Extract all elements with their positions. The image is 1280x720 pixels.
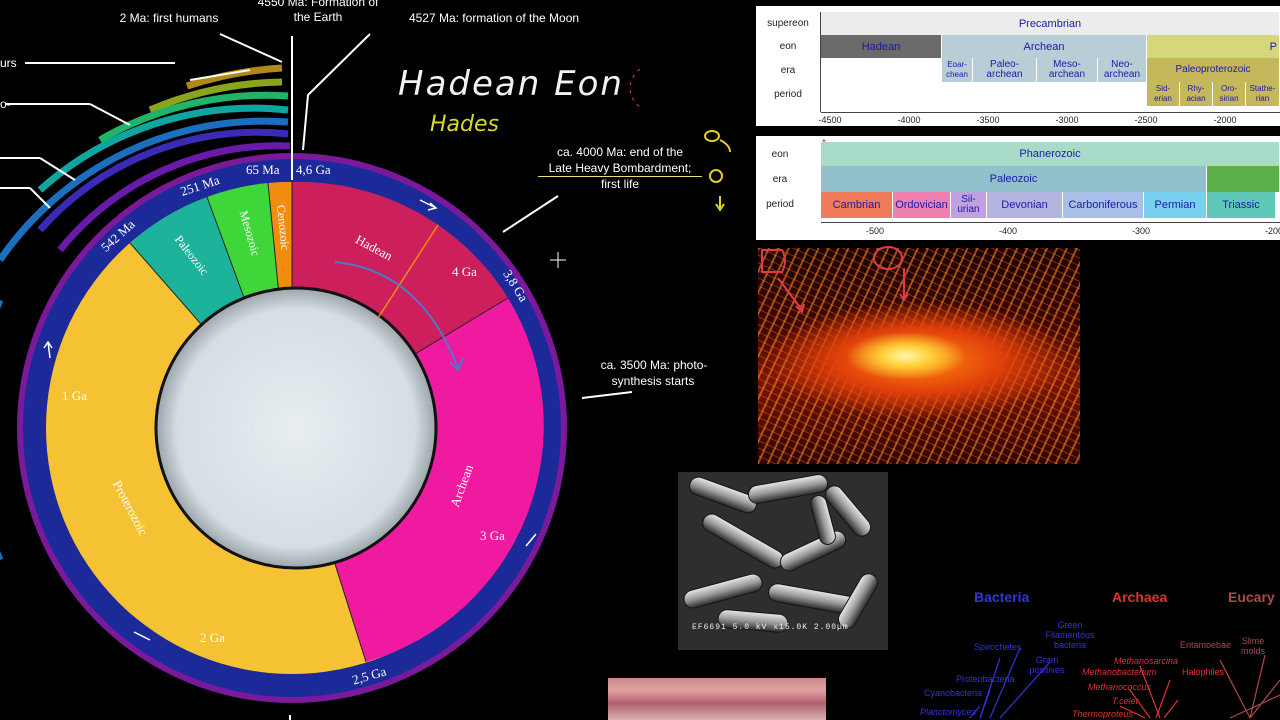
period-rhyacian: Rhy- acian bbox=[1180, 82, 1213, 106]
axis-tick: -2000 bbox=[1213, 115, 1237, 125]
row-label-period: period bbox=[766, 199, 794, 210]
eon-arcs bbox=[0, 64, 291, 560]
era-mesoarchean: Meso- archean bbox=[1037, 58, 1098, 82]
callout-photosynthesis-1: ca. 3500 Ma: photo- bbox=[600, 358, 708, 372]
tree-proteobacteria: Proteobacteria bbox=[956, 674, 1015, 684]
tree-slime-molds: Slime molds bbox=[1240, 636, 1265, 656]
callout-bombardment-2: Late Heavy Bombardment; bbox=[548, 161, 692, 175]
axis-bottom bbox=[821, 222, 1280, 223]
row-label-supereon: supereon bbox=[767, 18, 809, 29]
supereon-precambrian: Precambrian bbox=[821, 12, 1280, 35]
tick-1ga: 1 Ga bbox=[62, 388, 87, 403]
tree-halophiles: Halophiles bbox=[1182, 667, 1225, 677]
axis-tick: -4500 bbox=[818, 115, 842, 125]
axis-tick: -400 bbox=[998, 226, 1018, 236]
tick-2ga: 2 Ga bbox=[200, 630, 225, 645]
period-siderian: Sid- erian bbox=[1147, 82, 1180, 106]
tree-spirochetes: Spirochetes bbox=[974, 642, 1022, 652]
axis-tick: -200 bbox=[1264, 226, 1280, 236]
era-paleoarchean: Paleo- archean bbox=[973, 58, 1037, 82]
lava-photo bbox=[758, 248, 1080, 464]
tree-methanococcus: Methanococcus bbox=[1088, 682, 1152, 692]
callout-left-2: o- bbox=[0, 97, 11, 111]
period-carboniferous: Carboniferous bbox=[1063, 192, 1144, 218]
precambrian-timeline: supereon eon era period Precambrian Hade… bbox=[756, 6, 1280, 126]
row-label-eon: eon bbox=[771, 149, 789, 160]
tree-label-bacteria: Bacteria bbox=[974, 589, 1030, 605]
period-silurian: Sil- urian bbox=[951, 192, 987, 218]
period-devonian: Devonian bbox=[987, 192, 1063, 218]
tick-4-6ga: 4,6 Ga bbox=[296, 162, 331, 177]
era-paleoproterozoic: Paleoproterozoic bbox=[1147, 58, 1280, 82]
tree-label-archaea: Archaea bbox=[1112, 589, 1168, 605]
era-paleozoic: Paleozoic bbox=[821, 166, 1207, 192]
bacteria-micrograph: EF6691 5.0 kV x15.0K 2.00µm bbox=[678, 472, 888, 650]
eon-phanerozoic: Phanerozoic bbox=[821, 142, 1280, 166]
era-eoarchean: Eoar- chean bbox=[942, 58, 973, 82]
callout-first-humans: 2 Ma: first humans bbox=[119, 11, 219, 25]
callout-photosynthesis-2: synthesis starts bbox=[611, 374, 695, 388]
tree-green-filamentous: Green Filamentous bacteria bbox=[1045, 620, 1095, 650]
geologic-clock bbox=[0, 33, 640, 720]
tree-label-eucarya: Eucary bbox=[1228, 589, 1275, 605]
tree-cyanobacteria: Cyanobacteria bbox=[924, 688, 983, 698]
tree-planctomyces: Planctomyces bbox=[920, 707, 977, 717]
handwritten-squiggles bbox=[704, 130, 731, 212]
axis-tick: -3500 bbox=[976, 115, 1000, 125]
axis-tick: -3000 bbox=[1055, 115, 1079, 125]
callout-formation-earth: 4550 Ma: Formation of the Earth bbox=[257, 0, 379, 24]
axis-bottom bbox=[821, 112, 1280, 113]
eon-hadean: Hadean bbox=[821, 35, 942, 58]
handwritten-subtitle: Hades bbox=[430, 112, 499, 137]
tree-tceler: T.celer bbox=[1112, 696, 1139, 706]
tick-65ma: 65 Ma bbox=[246, 162, 280, 177]
axis-tick: -4000 bbox=[897, 115, 921, 125]
axis-line bbox=[820, 12, 821, 112]
micrograph-caption: EF6691 5.0 kV x15.0K 2.00µm bbox=[692, 623, 849, 632]
period-permian: Permian bbox=[1144, 192, 1207, 218]
center-hub bbox=[154, 286, 438, 570]
eon-archean: Archean bbox=[942, 35, 1147, 58]
period-statherian: Stathe- rian bbox=[1246, 82, 1280, 106]
tick-3ga: 3 Ga bbox=[480, 528, 505, 543]
tree-methanobacterium: Methanobacterium bbox=[1082, 667, 1157, 677]
era-neoarchean: Neo- archean bbox=[1098, 58, 1147, 82]
period-ordovician: Ordovician bbox=[893, 192, 951, 218]
eon-proterozoic: P bbox=[1147, 35, 1280, 58]
bacteria-shapes bbox=[678, 472, 888, 650]
landscape-photo bbox=[608, 678, 826, 720]
axis-tick: -2500 bbox=[1134, 115, 1158, 125]
bombardment-underline bbox=[538, 176, 702, 177]
row-label-era: era bbox=[780, 65, 796, 76]
axis-tick: -500 bbox=[865, 226, 885, 236]
tree-gram-positives: Gram positives bbox=[1029, 655, 1065, 675]
tree-of-life-lines bbox=[969, 647, 1280, 719]
callout-formation-moon: 4527 Ma: formation of the Moon bbox=[408, 11, 580, 25]
lava-annotations bbox=[761, 246, 909, 314]
row-label-period: period bbox=[774, 89, 802, 100]
callout-bombardment-3: first life bbox=[600, 177, 639, 191]
period-cambrian: Cambrian bbox=[821, 192, 893, 218]
crosshair-cursor-icon bbox=[550, 252, 566, 268]
tree-thermoproteus: Thermoproteus bbox=[1072, 709, 1134, 719]
row-label-eon: eon bbox=[779, 41, 797, 52]
period-orosirian: Oro- sirian bbox=[1213, 82, 1246, 106]
period-triassic: Triassic bbox=[1207, 192, 1276, 218]
tick-4ga: 4 Ga bbox=[452, 264, 477, 279]
callout-left-1: urs bbox=[0, 56, 17, 70]
tree-entamoebae: Entamoebae bbox=[1180, 640, 1232, 650]
handwritten-title: Hadean Eon bbox=[398, 64, 624, 104]
row-label-era: era bbox=[772, 174, 788, 185]
era-mesozoic bbox=[1207, 166, 1280, 192]
phanerozoic-timeline: eon era period * Phanerozoic Paleozoic C… bbox=[756, 136, 1280, 240]
axis-tick: -300 bbox=[1131, 226, 1151, 236]
tree-methanosarcina: Methanosarcina bbox=[1114, 656, 1179, 666]
callout-bombardment-1: ca. 4000 Ma: end of the bbox=[556, 145, 684, 159]
